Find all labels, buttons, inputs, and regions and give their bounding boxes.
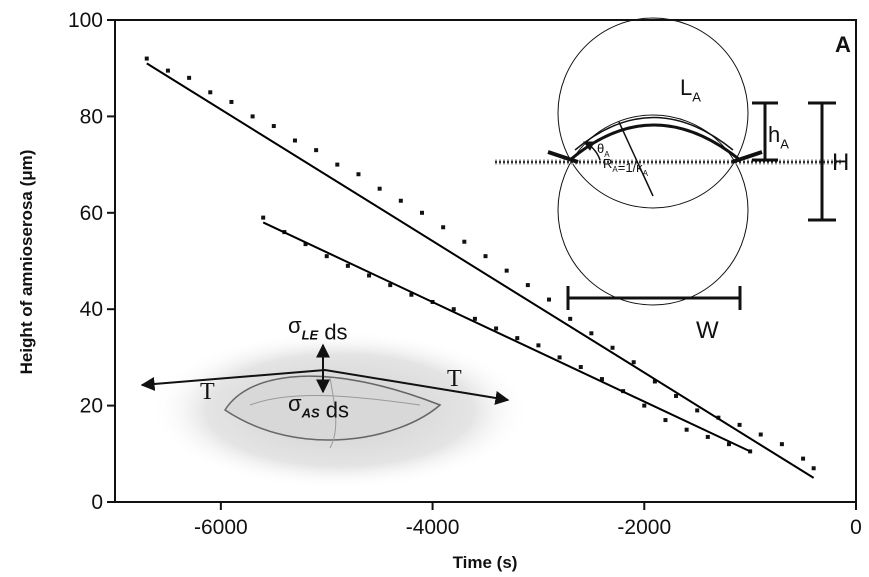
x-tick-label: -2000 bbox=[617, 516, 671, 539]
data-point bbox=[462, 240, 466, 244]
annotation-text: σ bbox=[288, 391, 302, 416]
data-point bbox=[536, 343, 540, 347]
y-axis-title: Height of amnioserosa (μm) bbox=[17, 150, 36, 375]
data-point bbox=[558, 355, 562, 359]
data-point bbox=[208, 90, 212, 94]
data-point bbox=[145, 57, 149, 61]
annotation: T bbox=[200, 379, 215, 405]
y-tick-label: 60 bbox=[80, 202, 103, 225]
annotation-text: =1/κ bbox=[618, 160, 643, 175]
data-point bbox=[801, 457, 805, 461]
data-point bbox=[261, 216, 265, 220]
y-tick-label: 80 bbox=[80, 105, 103, 128]
annotation-text: σ bbox=[288, 313, 302, 338]
annotation: LA bbox=[680, 75, 701, 105]
data-point bbox=[547, 298, 551, 302]
annotation-text: ds bbox=[320, 398, 349, 423]
data-point bbox=[780, 442, 784, 446]
data-point bbox=[314, 148, 318, 152]
page: {"chart_data": { "type": "scatter", "x_l… bbox=[0, 0, 869, 577]
data-point bbox=[674, 394, 678, 398]
annotation-subscript: A bbox=[780, 137, 789, 152]
data-point bbox=[611, 346, 615, 350]
annotation-text: T bbox=[200, 379, 215, 405]
data-point bbox=[706, 435, 710, 439]
data-point bbox=[346, 264, 350, 268]
data-point bbox=[484, 254, 488, 258]
data-point bbox=[166, 69, 170, 73]
data-point bbox=[568, 317, 572, 321]
x-tick-label: 0 bbox=[850, 516, 862, 539]
annotation: T bbox=[447, 366, 462, 392]
data-point bbox=[325, 254, 329, 258]
annotation-text: A bbox=[835, 32, 851, 57]
y-tick-label: 20 bbox=[80, 395, 103, 418]
data-point bbox=[642, 404, 646, 408]
data-point bbox=[494, 326, 498, 330]
data-point bbox=[759, 433, 763, 437]
data-point bbox=[812, 466, 816, 470]
y-tick-label: 40 bbox=[80, 298, 103, 321]
data-point bbox=[526, 283, 530, 287]
chart: Time (s) Height of amnioserosa (μm) 0 20 4… bbox=[0, 0, 869, 577]
annotation: RA=1/κA bbox=[603, 156, 649, 178]
y-tick-label: 0 bbox=[91, 491, 103, 514]
data-point bbox=[399, 199, 403, 203]
data-point bbox=[663, 418, 667, 422]
data-point bbox=[420, 211, 424, 215]
data-point bbox=[579, 365, 583, 369]
data-point bbox=[229, 100, 233, 104]
data-point bbox=[515, 336, 519, 340]
annotation: H bbox=[832, 149, 849, 176]
annotation-text: R bbox=[603, 156, 612, 171]
annotation: W bbox=[696, 317, 719, 344]
data-point bbox=[378, 187, 382, 191]
data-point bbox=[272, 124, 276, 128]
annotation-text: H bbox=[832, 149, 849, 176]
annotation-text: ds bbox=[318, 320, 347, 345]
x-axis-title: Time (s) bbox=[453, 553, 518, 572]
annotation-subscript: LE bbox=[302, 328, 319, 343]
data-point bbox=[505, 269, 509, 273]
annotation-subscript: AS bbox=[301, 406, 320, 421]
data-point bbox=[695, 408, 699, 412]
data-point bbox=[685, 428, 689, 432]
annotation-text: T bbox=[447, 366, 462, 392]
data-point bbox=[441, 225, 445, 229]
annotation-text: L bbox=[680, 75, 692, 100]
data-point bbox=[738, 423, 742, 427]
annotation-subscript: A bbox=[643, 169, 649, 178]
x-tick-label: -6000 bbox=[194, 516, 248, 539]
data-point bbox=[367, 273, 371, 277]
data-point bbox=[251, 114, 255, 118]
annotation-text: θ bbox=[597, 141, 604, 156]
data-point bbox=[335, 163, 339, 167]
data-point bbox=[632, 360, 636, 364]
x-tick-label: -4000 bbox=[406, 516, 460, 539]
data-point bbox=[187, 76, 191, 80]
annotation-text: W bbox=[696, 317, 719, 344]
annotation-subscript: A bbox=[692, 90, 701, 105]
y-tick-label: 100 bbox=[68, 9, 103, 32]
annotation: hA bbox=[768, 122, 789, 152]
geometry-inset bbox=[495, 18, 842, 310]
data-point bbox=[589, 331, 593, 335]
data-point bbox=[356, 172, 360, 176]
annotation: A bbox=[835, 32, 851, 57]
data-point bbox=[293, 139, 297, 143]
annotation-text: h bbox=[768, 122, 780, 147]
